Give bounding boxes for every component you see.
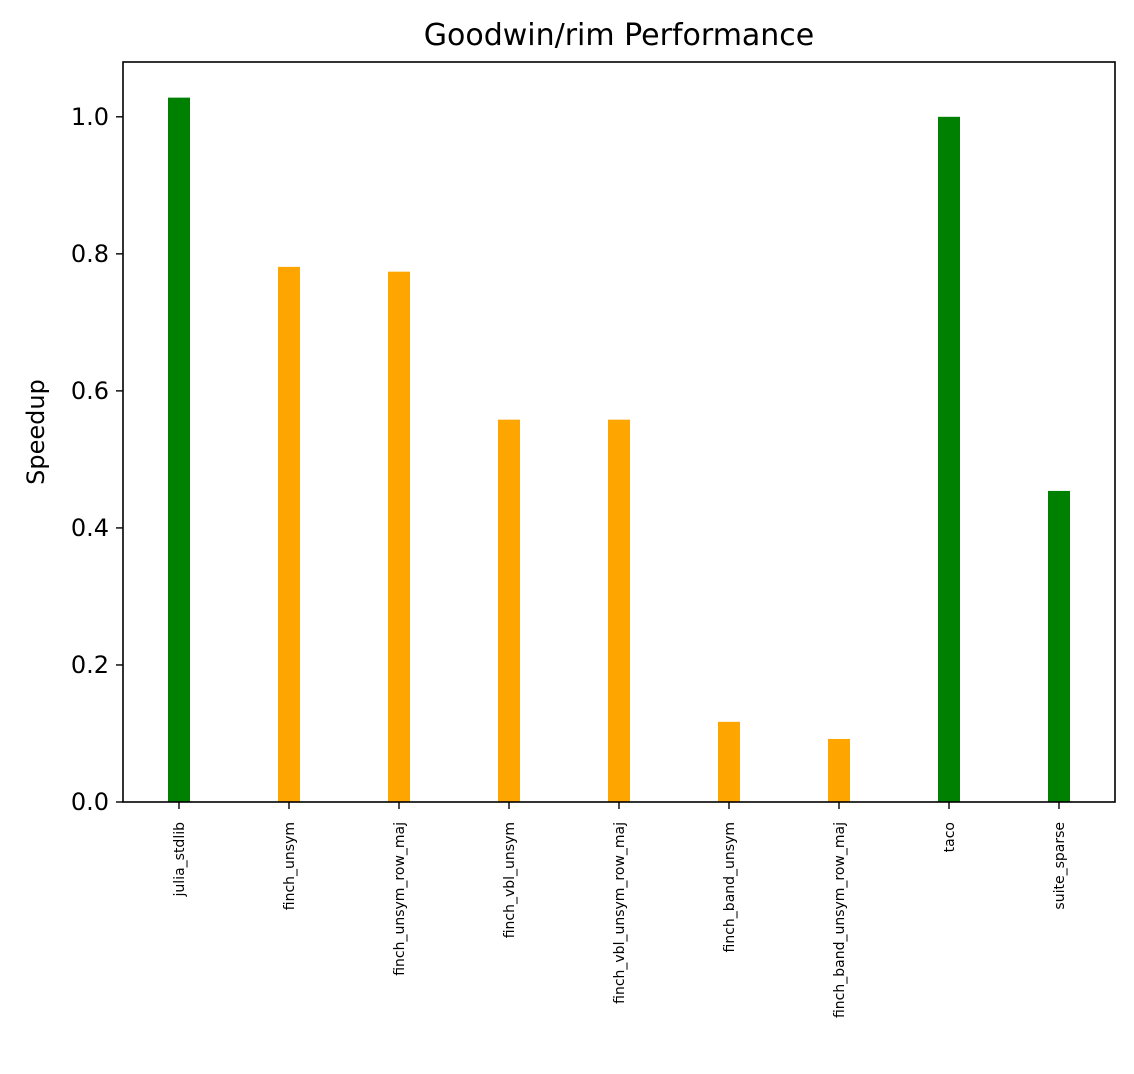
chart-title: Goodwin/rim Performance [424,18,815,53]
x-axis: julia_stdlib finch_unsym finch_unsym_row_m… [172,802,1068,1018]
bars-group [168,97,1070,802]
bar-finch_band_unsym [718,721,740,802]
bar-taco [938,116,960,802]
x-tick-label: julia_stdlib [172,822,188,898]
x-tick-label: finch_band_unsym_row_maj [832,822,848,1018]
x-tick-label: finch_unsym_row_maj [392,822,408,976]
plot-area-frame [122,61,1116,803]
bar-julia_stdlib [168,97,190,802]
x-tick-label: suite_sparse [1052,822,1068,910]
x-tick-label: finch_vbl_unsym [502,822,518,938]
bar-finch_band_unsym_row_maj [828,738,850,802]
y-tick-label: 0.6 [71,377,109,405]
y-tick-label: 0.4 [71,514,109,542]
y-tick-label: 0.8 [71,240,109,268]
y-axis: 0.0 0.2 0.4 0.6 0.8 1.0 [71,103,123,816]
y-tick-label: 0.2 [71,651,109,679]
y-tick-label: 1.0 [71,103,109,131]
bar-finch_unsym [278,266,300,802]
x-tick-label: taco [942,822,958,852]
bar-suite_sparse [1048,490,1070,802]
bar-finch_vbl_unsym_row_maj [608,419,630,802]
x-tick-label: finch_vbl_unsym_row_maj [612,822,628,1004]
bar-finch_unsym_row_maj [388,271,410,802]
bar-finch_vbl_unsym [498,419,520,802]
y-axis-label: Speedup [22,379,50,485]
x-tick-label: finch_band_unsym [722,822,738,952]
y-tick-label: 0.0 [71,788,109,816]
x-tick-label: finch_unsym [282,822,298,910]
